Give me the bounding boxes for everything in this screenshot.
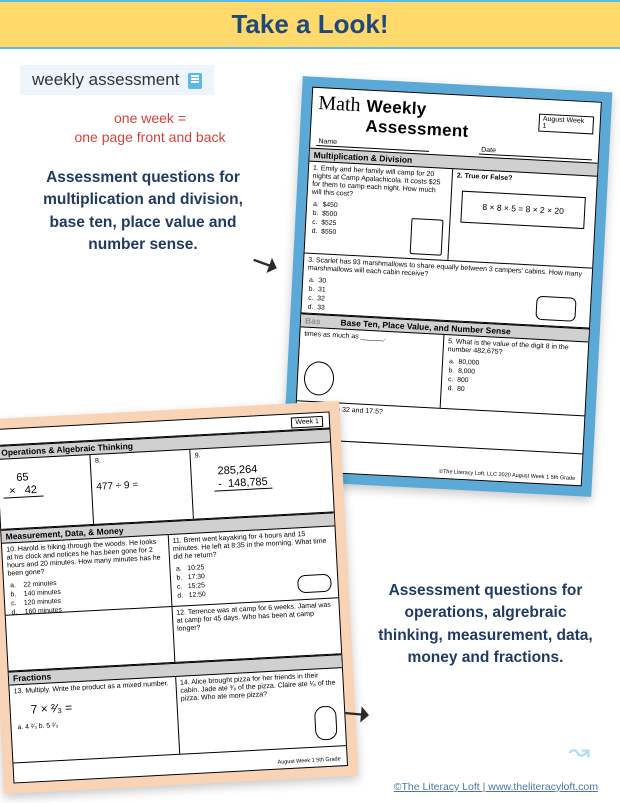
banner: Take a Look! bbox=[0, 0, 620, 49]
q7-math: 65 × 42 bbox=[2, 471, 43, 499]
question-1: 1. Emily and her family will camp for 20… bbox=[311, 165, 447, 204]
q9-math: 285,264 - 148,785 bbox=[213, 463, 272, 492]
question-4: times as much as ______. bbox=[304, 331, 439, 346]
q9-num: 9. bbox=[195, 446, 327, 461]
q14: 14. Alice brought pizza for her friends … bbox=[180, 671, 340, 703]
banner-title: Take a Look! bbox=[0, 9, 620, 40]
tag-label: weekly assessment bbox=[32, 70, 179, 89]
clipboard-icon bbox=[188, 73, 202, 89]
red-line-2: one page front and back bbox=[20, 128, 280, 147]
girl-icon bbox=[314, 706, 338, 741]
q2-equation: 8 × 8 × 5 = 8 × 2 × 20 bbox=[460, 191, 585, 229]
question-5: 5. What is the value of the digit 8 in t… bbox=[447, 338, 584, 361]
q12: 12. Terrence was at camp for 6 weeks. Ja… bbox=[176, 601, 336, 633]
worksheet-frame-left: Week 1 Operations & Algebraic Thinking 6… bbox=[0, 401, 359, 794]
kid-icon bbox=[303, 361, 335, 397]
week-badge-b: Week 1 bbox=[291, 416, 323, 429]
worksheet-b: Week 1 Operations & Algebraic Thinking 6… bbox=[0, 411, 348, 783]
question-2-head: 2. True or False? bbox=[457, 172, 593, 187]
page-footer: ©The Literacy Loft | www.theliteracyloft… bbox=[394, 781, 598, 793]
q5-options: a. 80,000 b. 8,000 c. 800 d. 80 bbox=[445, 358, 583, 400]
marshmallow-icon bbox=[535, 296, 576, 322]
q13-opts: a. 4 ²⁄₃ b. 5 ²⁄₃ bbox=[15, 716, 173, 733]
subject-label: Math bbox=[318, 92, 361, 117]
sheet-footer: ©The Literacy Loft, LLC 2020 August Week… bbox=[439, 469, 575, 482]
q8-num: 8. bbox=[95, 453, 186, 466]
red-line-1: one week = bbox=[20, 109, 280, 128]
q11: 11. Brent went kayaking for 4 hours and … bbox=[172, 530, 332, 562]
week-badge: August Week 1 bbox=[538, 114, 594, 135]
subtitle-red: one week = one page front and back bbox=[20, 109, 280, 147]
arrow-icon-2: ➝ bbox=[342, 695, 372, 735]
q10: 10. Harold is hiking through the woods. … bbox=[6, 538, 165, 578]
sheet-title: Weekly Assessment bbox=[365, 97, 534, 146]
q8-eq: 477 ÷ 9 = bbox=[96, 477, 187, 493]
blurb-right: Assessment questions for operations, alg… bbox=[373, 580, 598, 670]
kayak-icon bbox=[297, 574, 332, 594]
q13-eq: 7 × ²⁄₃ = bbox=[30, 696, 172, 717]
house-icon bbox=[410, 218, 444, 256]
tag-weekly-assessment: weekly assessment bbox=[20, 65, 214, 95]
swoosh-icon: ↝ bbox=[568, 736, 590, 767]
blurb-left: Assessment questions for multiplication … bbox=[28, 167, 258, 257]
sheet-b-footer: August Week 1 5th Grade bbox=[277, 756, 340, 765]
